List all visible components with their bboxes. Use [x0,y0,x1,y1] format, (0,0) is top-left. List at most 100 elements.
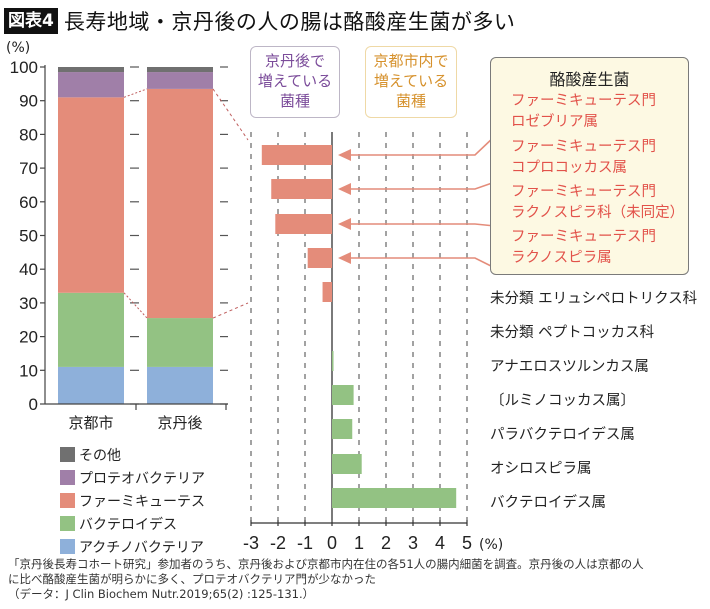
butyrate-item: ファーミキューテス門 コプロコッカス属 [511,137,656,179]
x-tick-label: -2 [270,533,286,553]
connector-line [212,88,249,141]
legend-label: アクチノバクテリア [79,539,204,556]
legend-label: その他 [79,447,121,464]
butyrate-item-phylum: ファーミキューテス門 [511,93,656,109]
butyrate-box-title: 酪酸産生菌 [549,70,630,89]
arrow-head-icon [338,149,351,161]
arrow-line [350,257,496,269]
butyrate-item-phylum: ファーミキューテス門 [511,184,656,200]
stacked-bar-segment [147,318,213,367]
stacked-bar-segment [147,67,213,73]
y-tick-label: 30 [19,294,38,313]
taxon-label: オシロスピラ属 [490,461,592,477]
diverging-bar [332,454,362,474]
diverging-bar [332,385,354,405]
legend-label: バクテロイデス [79,516,177,533]
stacked-bar-segment [58,97,124,293]
butyrate-item-genus: ラクノスピラ科（未同定） [511,205,685,221]
taxon-label: 未分類 エリュシペロトリクス科 [490,291,698,307]
x-axis-unit: (%) [479,537,503,553]
legend-item: アクチノバクテリア [60,535,205,558]
kyoto-increase-box: 京都市内で 増えている 菌種 [365,46,457,118]
footnote-line: に比べ酪酸産生菌が明らかに多く、プロテオバクテリア門が少なかった [8,572,376,586]
legend-item: ファーミキューテス [60,489,205,512]
box-line: 京丹後で [264,52,325,70]
y-tick-label: 20 [19,328,38,347]
diverging-bar [332,351,334,371]
butyrate-producer-box: 酪酸産生菌 ファーミキューテス門 ロゼブリア属 ファーミキューテス門 コプロコッ… [490,57,689,275]
legend-item: バクテロイデス [60,512,205,535]
y-axis-unit: (%) [6,40,30,56]
legend-swatch [60,516,75,531]
legend-swatch [60,539,75,554]
x-tick-label: 4 [435,533,445,553]
figure-tag: 図表4 [4,8,58,34]
arrow-head-icon [338,183,351,195]
butyrate-item-genus: ロゼブリア属 [511,114,598,130]
taxon-label: 未分類 ペプトコッカス科 [490,325,655,341]
y-tick-label: 10 [19,361,38,380]
y-tick-label: 80 [19,125,38,144]
legend-label: ファーミキューテス [79,493,205,510]
legend-swatch [60,493,75,508]
butyrate-item-genus: コプロコッカス属 [511,160,627,176]
y-tick-label: 100 [10,58,38,77]
y-tick-label: 90 [19,92,38,111]
butyrate-item: ファーミキューテス門 ラクノスピラ属 [511,227,656,269]
stacked-bar-segment [58,292,124,367]
figure-title: 図表4 長寿地域・京丹後の人の腸は酪酸産生菌が多い [4,6,515,36]
connector-line [123,88,148,98]
kyotango-increase-box: 京丹後で 増えている 菌種 [250,46,340,118]
stacked-bar-segment [58,67,124,73]
butyrate-item: ファーミキューテス門 ラクノスピラ科（未同定） [511,182,684,224]
stacked-bar-segment [58,366,124,404]
taxon-label: アナエロスツルンカス属 [490,359,649,375]
diverging-bar [271,179,332,199]
stacked-bar-segment [147,88,213,319]
diverging-bar [332,488,457,508]
footnote-source: （データ：J Clin Biochem Nutr.2019;65(2) :125… [8,587,315,601]
legend-label: プロテオバクテリア [79,470,205,487]
butyrate-item-phylum: ファーミキューテス門 [511,139,656,155]
arrow-head-icon [338,252,351,264]
y-tick-label: 40 [19,260,38,279]
legend-swatch [60,447,75,462]
stacked-bar-segment [147,366,213,404]
footnote: 「京丹後長寿コホート研究」参加者のうち、京丹後および京都市内在住の各51人の腸内… [8,557,708,602]
diverging-bar [332,419,353,439]
legend-swatch [60,470,75,485]
x-tick-label: 5 [462,533,472,553]
legend-item: その他 [60,443,205,466]
arrow-head-icon [338,218,351,230]
footnote-line: 「京丹後長寿コホート研究」参加者のうち、京丹後および京都市内在住の各51人の腸内… [8,557,644,571]
diverging-bar [275,214,332,234]
y-tick-label: 0 [29,395,38,414]
arrow-line [350,223,496,227]
x-tick-label: 京丹後 [157,414,202,432]
x-tick-label: 3 [408,533,418,553]
butyrate-item: ファーミキューテス門 ロゼブリア属 [511,91,656,133]
y-tick-label: 70 [19,159,38,178]
connector-line [123,292,148,319]
butyrate-item-genus: ラクノスピラ属 [511,250,612,266]
figure-heading: 長寿地域・京丹後の人の腸は酪酸産生菌が多い [63,10,516,34]
x-tick-label: 2 [381,533,391,553]
box-line: 京都市内で [373,52,449,70]
x-tick-label: 1 [354,533,364,553]
box-line: 菌種 [395,92,426,110]
arrow-line [350,135,496,156]
x-tick-label: 0 [327,533,337,553]
stacked-bar-segment [58,72,124,98]
taxon-label: バクテロイデス属 [490,495,606,511]
taxon-label: 〔ルミノコッカス属〕 [490,393,635,409]
butyrate-item-phylum: ファーミキューテス門 [511,229,656,245]
diverging-bar [261,145,332,165]
x-tick-label: -3 [243,533,259,553]
x-tick-label: 京都市 [68,414,113,432]
diverging-bar [307,248,332,268]
box-line: 増えている [257,72,333,90]
y-tick-label: 50 [19,227,38,246]
diverging-bar [322,282,332,302]
x-tick-label: -1 [297,533,313,553]
